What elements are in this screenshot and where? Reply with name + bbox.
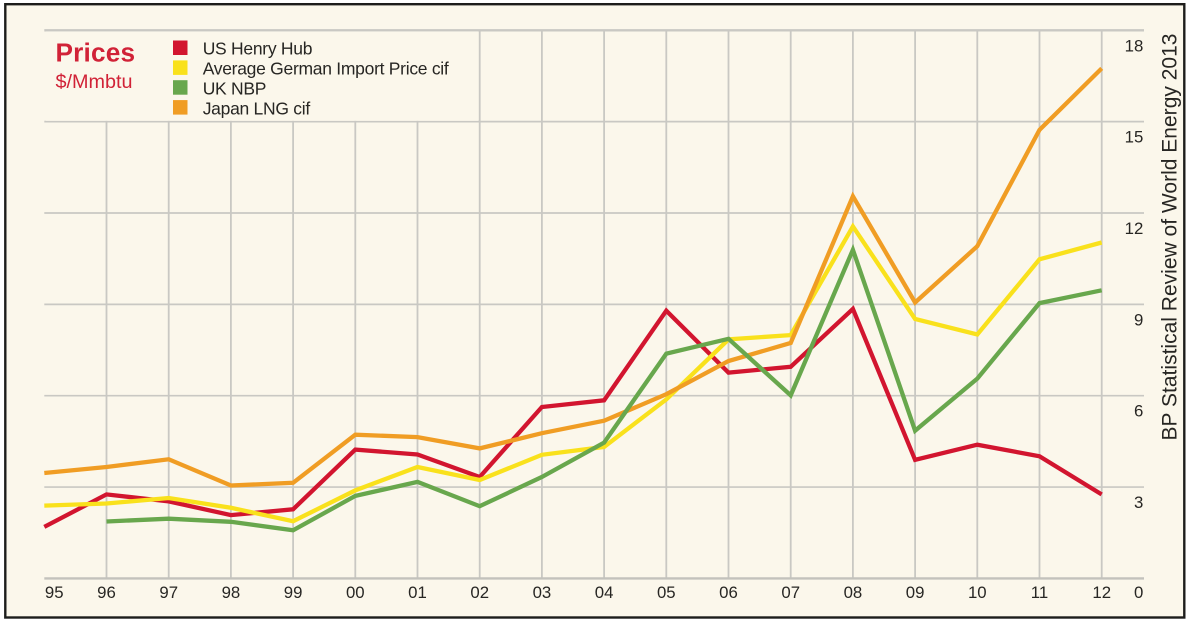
svg-text:05: 05 — [657, 583, 676, 602]
svg-text:15: 15 — [1125, 128, 1144, 147]
svg-text:10: 10 — [968, 583, 987, 602]
svg-text:08: 08 — [844, 583, 863, 602]
svg-text:96: 96 — [97, 583, 116, 602]
svg-text:6: 6 — [1134, 402, 1143, 421]
svg-text:12: 12 — [1092, 583, 1111, 602]
svg-text:03: 03 — [533, 583, 552, 602]
svg-text:99: 99 — [284, 583, 303, 602]
svg-text:US Henry Hub: US Henry Hub — [203, 39, 312, 59]
svg-text:3: 3 — [1134, 493, 1143, 512]
svg-text:95: 95 — [45, 583, 64, 602]
svg-text:02: 02 — [470, 583, 489, 602]
svg-text:04: 04 — [595, 583, 614, 602]
svg-text:UK NBP: UK NBP — [203, 78, 266, 98]
svg-text:09: 09 — [906, 583, 925, 602]
svg-text:0: 0 — [1134, 583, 1143, 602]
svg-text:01: 01 — [408, 583, 427, 602]
svg-text:18: 18 — [1125, 36, 1144, 55]
svg-text:07: 07 — [781, 583, 800, 602]
svg-text:97: 97 — [159, 583, 178, 602]
svg-text:9: 9 — [1134, 310, 1143, 329]
svg-text:$/Mmbtu: $/Mmbtu — [56, 71, 133, 93]
svg-text:Prices: Prices — [56, 37, 136, 67]
svg-text:Average German Import Price ci: Average German Import Price cif — [203, 59, 449, 79]
svg-text:00: 00 — [346, 583, 365, 602]
svg-text:11: 11 — [1031, 583, 1048, 602]
svg-text:Japan LNG cif: Japan LNG cif — [203, 98, 311, 118]
svg-text:98: 98 — [222, 583, 241, 602]
svg-text:BP Statistical Review of World: BP Statistical Review of World Energy 20… — [1158, 34, 1181, 441]
svg-text:06: 06 — [719, 583, 738, 602]
svg-text:12: 12 — [1125, 219, 1144, 238]
